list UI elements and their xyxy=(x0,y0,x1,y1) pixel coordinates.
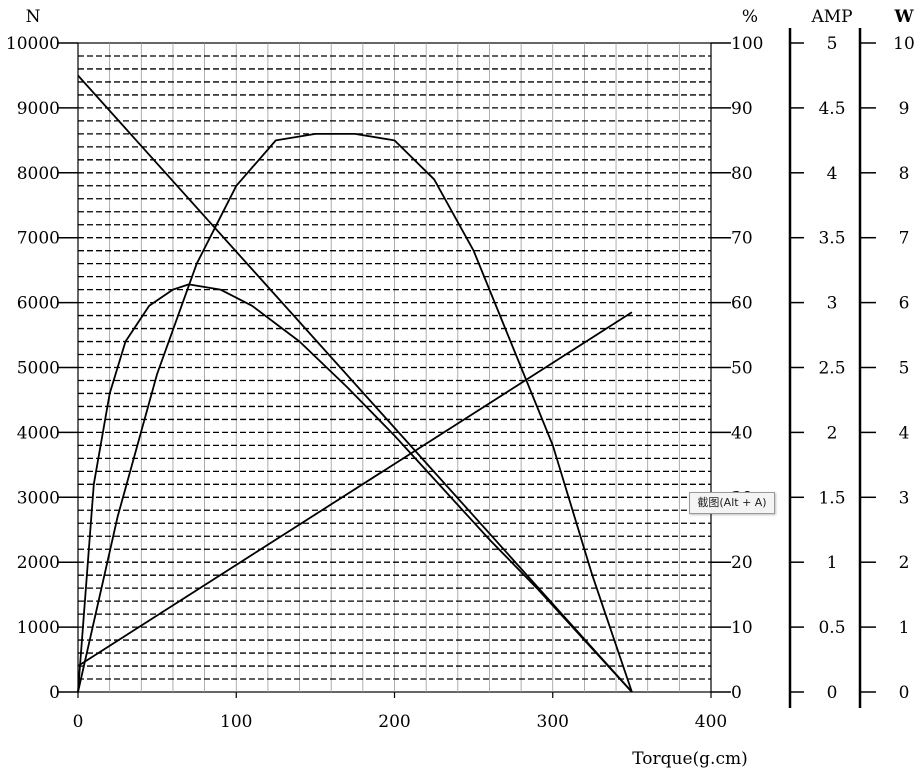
left-tick-label: 0 xyxy=(49,683,60,703)
amp-tick-label: 2.5 xyxy=(818,359,845,379)
watt-tick-label: 8 xyxy=(899,164,910,184)
series-group xyxy=(77,74,633,693)
pct-tick-label: 40 xyxy=(731,423,753,443)
watt-tick-label: 4 xyxy=(899,423,910,443)
watt-axis-unit: W xyxy=(893,7,914,27)
amp-tick-label: 1.5 xyxy=(818,488,845,508)
amp-tick-label: 5 xyxy=(827,34,838,54)
amp-tick-label: 2 xyxy=(827,423,838,443)
labels-group: 0100020003000400050006000700080009000100… xyxy=(6,7,915,769)
left-tick-label: 5000 xyxy=(17,359,60,379)
x-tick-label: 400 xyxy=(695,712,727,732)
left-tick-label: 10000 xyxy=(6,34,60,54)
left-tick-label: 1000 xyxy=(17,618,60,638)
watt-tick-label: 5 xyxy=(899,359,910,379)
amp-axis-unit: AMP xyxy=(810,7,852,27)
amp-tick-label: 3 xyxy=(827,294,838,314)
amp-tick-label: 0.5 xyxy=(818,618,845,638)
series-line-3 xyxy=(77,283,633,693)
pct-tick-label: 70 xyxy=(731,229,753,249)
x-tick-label: 200 xyxy=(378,712,410,732)
series-line-2 xyxy=(77,311,633,667)
amp-tick-label: 4.5 xyxy=(818,99,845,119)
watt-tick-label: 9 xyxy=(899,99,910,119)
x-tick-label: 300 xyxy=(537,712,569,732)
amp-tick-label: 0 xyxy=(827,683,838,703)
pct-tick-label: 60 xyxy=(731,294,753,314)
axes-group xyxy=(58,28,876,708)
watt-tick-label: 2 xyxy=(899,553,910,573)
pct-tick-label: 0 xyxy=(731,683,742,703)
left-tick-label: 8000 xyxy=(17,164,60,184)
x-tick-label: 100 xyxy=(220,712,252,732)
left-tick-label: 7000 xyxy=(17,229,60,249)
screenshot-tooltip: 截图(Alt + A) xyxy=(689,492,775,514)
pct-tick-label: 20 xyxy=(731,553,753,573)
pct-tick-label: 10 xyxy=(731,618,753,638)
left-tick-label: 6000 xyxy=(17,294,60,314)
watt-tick-label: 3 xyxy=(899,488,910,508)
watt-tick-label: 7 xyxy=(899,229,910,249)
pct-tick-label: 90 xyxy=(731,99,753,119)
watt-tick-label: 6 xyxy=(899,294,910,314)
left-tick-label: 9000 xyxy=(17,99,60,119)
left-tick-label: 4000 xyxy=(17,423,60,443)
amp-tick-label: 4 xyxy=(827,164,838,184)
watt-tick-label: 10 xyxy=(893,34,915,54)
amp-tick-label: 1 xyxy=(827,553,838,573)
pct-tick-label: 80 xyxy=(731,164,753,184)
amp-tick-label: 3.5 xyxy=(818,229,845,249)
left-tick-label: 3000 xyxy=(17,488,60,508)
pct-tick-label: 100 xyxy=(731,34,763,54)
pct-axis-unit: % xyxy=(742,7,758,27)
series-line-4 xyxy=(77,132,633,693)
left-tick-label: 2000 xyxy=(17,553,60,573)
x-tick-label: 0 xyxy=(73,712,84,732)
pct-tick-label: 50 xyxy=(731,359,753,379)
watt-tick-label: 1 xyxy=(899,618,910,638)
left-axis-unit: N xyxy=(26,7,41,27)
series-line-1 xyxy=(77,74,633,693)
watt-tick-label: 0 xyxy=(899,683,910,703)
x-axis-label: Torque(g.cm) xyxy=(632,749,747,769)
